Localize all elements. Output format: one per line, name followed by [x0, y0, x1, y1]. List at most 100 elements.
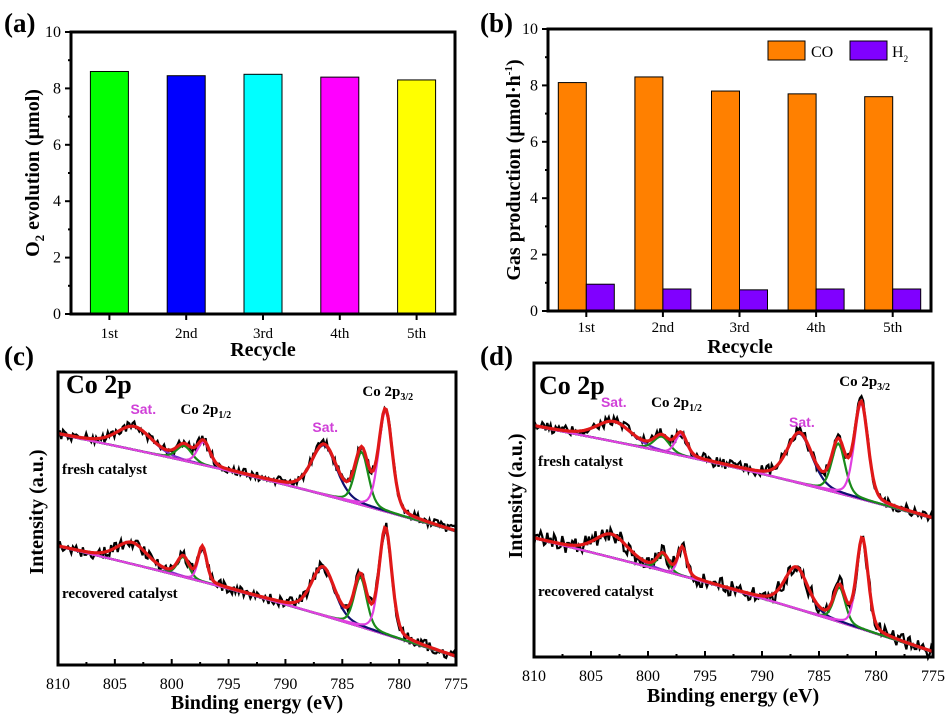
x-tick-label: 3rd	[253, 326, 273, 342]
y-tick-label: 0	[53, 306, 61, 323]
legend-swatch-h2	[849, 40, 888, 61]
annotation-peak: Co 2p1/2	[651, 395, 702, 414]
b-bars	[557, 76, 922, 312]
x-tick-label: 2nd	[175, 326, 198, 342]
panel-label-c: (c)	[4, 341, 34, 371]
annotation-satellite: Sat.	[312, 419, 338, 435]
x-tick-label: 785	[807, 668, 831, 685]
bar-CO-4th	[787, 93, 817, 312]
b-y-axis-title: Gas production (μmol·h-1)	[503, 59, 525, 280]
x-tick-label: 790	[273, 676, 297, 693]
c-x-ticks: 810 805 800 795 790 785 780 775	[46, 659, 468, 693]
bar-5th	[397, 79, 437, 315]
c-annotations: Sat. Co 2p1/2 Sat. Co 2p3/2	[130, 384, 413, 435]
c-inner-title: Co 2p	[66, 370, 132, 399]
legend-swatch-co	[767, 40, 806, 61]
y-tick-label: 6	[53, 137, 61, 154]
x-tick-label: 780	[864, 668, 888, 685]
y-tick-label: 0	[530, 303, 538, 320]
bar-H2-5th	[892, 288, 922, 312]
y-tick-label: 10	[45, 24, 61, 41]
y-tick-label: 6	[530, 134, 538, 151]
a-x-axis-title: Recycle	[230, 339, 296, 361]
d-x-axis-title: Binding energy (eV)	[647, 685, 819, 707]
fit-envelope	[57, 406, 457, 533]
panel-label-d: (d)	[480, 341, 513, 371]
x-tick-label: 785	[330, 676, 354, 693]
b-legend: CO H2	[767, 40, 908, 64]
bar-CO-1st	[557, 82, 587, 312]
bar-4th	[320, 76, 360, 315]
fit-envelope	[533, 532, 934, 654]
bar-CO-3rd	[711, 90, 740, 312]
d-annotations: Sat. Co 2p1/2 Sat. Co 2p3/2	[601, 374, 890, 430]
x-tick-label: 5th	[407, 326, 427, 342]
x-tick-label: 775	[921, 668, 945, 685]
annotation-peak: Co 2p3/2	[362, 384, 413, 403]
bar-H2-2nd	[662, 288, 692, 312]
c-axes-frame	[56, 370, 458, 667]
y-tick-label: 2	[53, 250, 61, 267]
sample-label: fresh catalyst	[538, 454, 623, 470]
legend-label-h2: H2	[892, 44, 908, 64]
b-x-ticks: 1st 2nd 3rd 4th 5th	[578, 311, 903, 336]
panel-b-bar-chart: 0 2 4 6 8 10 1st 2nd 3rd 4th 5th CO H2 Recycle Ga…	[503, 21, 933, 358]
sample-label: fresh catalyst	[62, 462, 147, 478]
annotation-satellite: Sat.	[130, 401, 156, 417]
a-y-ticks: 0 2 4 6 8 10	[45, 24, 71, 323]
bar-2nd	[166, 75, 206, 315]
x-tick-label: 795	[693, 668, 717, 685]
y-tick-label: 8	[53, 80, 61, 97]
panel-a-bar-chart: 0 2 4 6 8 10 1st 2nd 3rd 4th 5th Recycle O2 evolu…	[22, 24, 457, 361]
c-y-axis-title: Intensity (a.u.)	[26, 449, 48, 574]
sample-label: recovered catalyst	[538, 584, 654, 600]
x-tick-label: 1st	[101, 326, 119, 342]
panel-label-b: (b)	[480, 8, 513, 38]
y-tick-label: 2	[530, 247, 538, 264]
y-tick-label: 10	[522, 21, 538, 38]
d-inner-title: Co 2p	[539, 371, 605, 400]
d-curves: fresh catalyst recovered catalyst	[532, 393, 935, 662]
sample-label: recovered catalyst	[62, 586, 178, 602]
x-tick-label: 4th	[330, 326, 350, 342]
d-x-ticks: 810 805 800 795 790 785 780 775	[522, 651, 945, 685]
bar-H2-4th	[815, 288, 845, 312]
fit-envelope	[57, 525, 457, 658]
x-tick-label: 2nd	[652, 320, 675, 336]
x-tick-label: 780	[387, 676, 411, 693]
x-tick-label: 805	[103, 676, 127, 693]
x-tick-label: 1st	[578, 320, 596, 336]
y-tick-label: 4	[53, 193, 61, 210]
annotation-peak: Co 2p1/2	[180, 402, 231, 421]
a-bars	[89, 70, 437, 315]
y-tick-label: 4	[530, 190, 538, 207]
fit-envelope	[533, 398, 934, 520]
panel-c-xps-chart: fresh catalyst recovered catalyst 810 805 8…	[26, 370, 468, 714]
x-tick-label: 805	[579, 668, 603, 685]
bar-CO-5th	[864, 96, 894, 312]
bar-CO-2nd	[634, 76, 664, 312]
x-tick-label: 5th	[883, 320, 903, 336]
annotation-satellite: Sat.	[601, 394, 627, 410]
x-tick-label: 810	[46, 676, 70, 693]
x-tick-label: 790	[750, 668, 774, 685]
bar-H2-3rd	[739, 289, 768, 312]
x-tick-label: 800	[636, 668, 660, 685]
a-y-axis-title: O2 evolution (μmol)	[22, 89, 47, 257]
x-tick-label: 800	[160, 676, 184, 693]
x-tick-label: 3rd	[730, 320, 750, 336]
b-y-ticks: 0 2 4 6 8 10	[522, 21, 548, 320]
c-x-axis-title: Binding energy (eV)	[171, 692, 343, 714]
y-tick-label: 8	[530, 77, 538, 94]
bar-1st	[89, 70, 129, 315]
legend-label-co: CO	[811, 44, 833, 61]
bar-H2-1st	[585, 283, 615, 312]
b-x-axis-title: Recycle	[707, 336, 773, 358]
annotation-peak: Co 2p3/2	[839, 374, 890, 393]
panel-label-a: (a)	[4, 8, 35, 38]
bar-3rd	[243, 73, 283, 315]
annotation-satellite: Sat.	[789, 414, 815, 430]
d-y-axis-title: Intensity (a.u.)	[505, 433, 527, 558]
